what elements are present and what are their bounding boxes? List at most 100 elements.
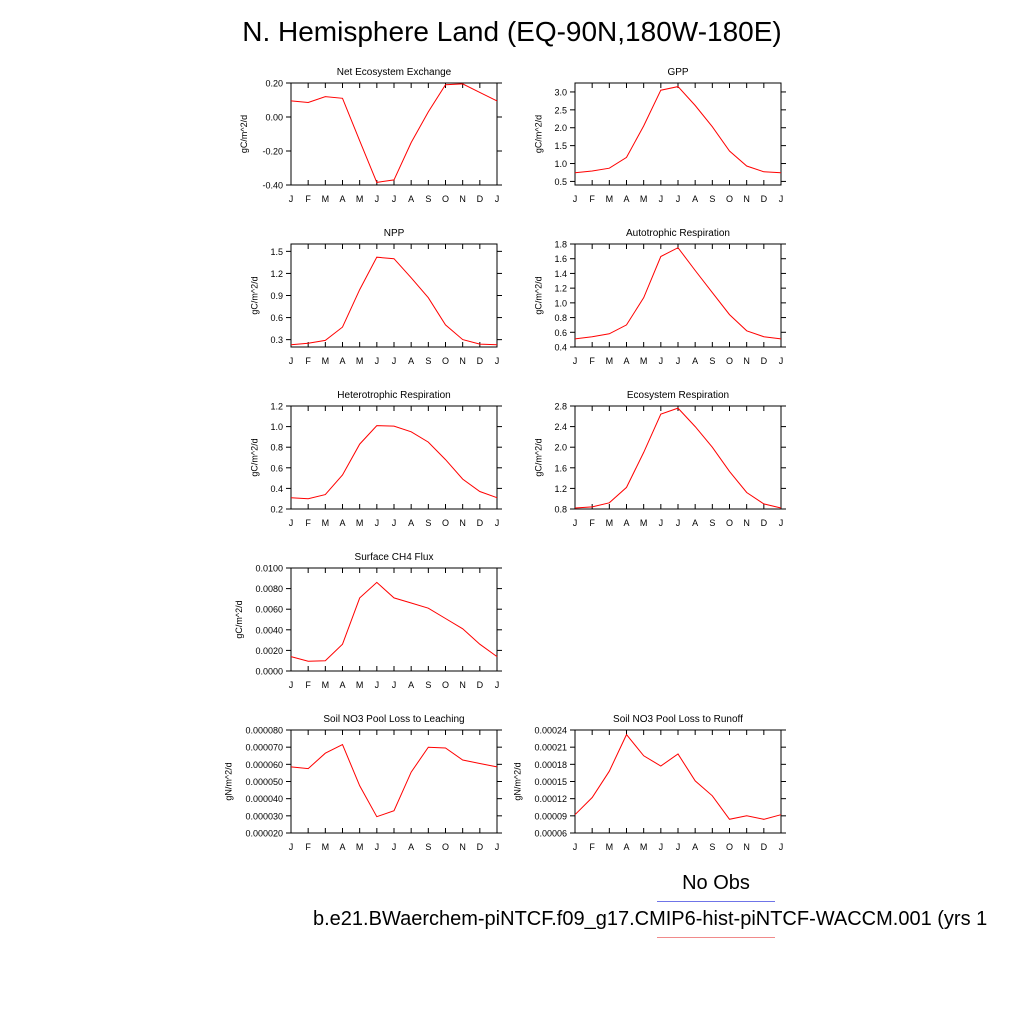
legend-case-label: b.e21.BWaerchem-piNTCF.f09_g17.CMIP6-his… (313, 908, 988, 930)
x-tick-label: J (676, 518, 681, 528)
x-tick-label: J (659, 518, 664, 528)
x-tick-label: A (339, 356, 345, 366)
x-tick-label: S (425, 518, 431, 528)
x-tick-label: J (289, 680, 294, 690)
x-tick-label: J (289, 194, 294, 204)
plot-frame (290, 405, 498, 510)
y-tick-label: 2.4 (554, 422, 567, 432)
x-tick-label: J (676, 356, 681, 366)
y-tick-label: 0.8 (270, 443, 283, 453)
x-tick-label: F (589, 194, 595, 204)
x-tick-label: M (322, 518, 330, 528)
x-tick-label: O (442, 194, 449, 204)
x-tick-label: J (495, 680, 500, 690)
x-tick-label: M (606, 194, 614, 204)
x-tick-label: S (425, 842, 431, 852)
panel-title: Heterotrophic Respiration (337, 390, 450, 401)
x-tick-label: J (779, 842, 784, 852)
x-tick-label: N (743, 842, 750, 852)
x-tick-label: M (640, 194, 648, 204)
x-tick-label: J (659, 842, 664, 852)
series-line (290, 425, 498, 500)
x-tick-label: M (356, 194, 364, 204)
y-tick-label: 0.0020 (255, 646, 283, 656)
x-tick-label: N (459, 194, 466, 204)
y-axis-label: gC/m^2/d (234, 600, 244, 638)
y-tick-label: 0.00024 (534, 726, 567, 736)
y-tick-label: 0.000040 (245, 794, 283, 804)
x-tick-label: M (606, 356, 614, 366)
x-tick-label: M (356, 518, 364, 528)
x-tick-label: A (692, 356, 698, 366)
y-tick-label: 1.5 (554, 141, 567, 151)
x-tick-label: S (709, 518, 715, 528)
x-tick-label: A (408, 680, 414, 690)
x-tick-label: O (726, 518, 733, 528)
y-tick-label: 0.9 (270, 291, 283, 301)
x-tick-label: D (477, 680, 484, 690)
y-tick-label: 1.8 (554, 240, 567, 250)
plot-frame (574, 405, 782, 510)
y-axis-label: gN/m^2/d (223, 762, 233, 800)
x-tick-label: A (339, 194, 345, 204)
x-tick-label: F (305, 194, 311, 204)
y-tick-label: 0.000050 (245, 777, 283, 787)
plot-frame (574, 82, 782, 186)
x-tick-label: F (305, 842, 311, 852)
x-tick-label: A (623, 194, 629, 204)
x-tick-label: N (743, 356, 750, 366)
panel-title: NPP (384, 228, 405, 239)
x-tick-label: A (623, 842, 629, 852)
panel-title: Autotrophic Respiration (626, 228, 730, 239)
y-tick-label: 0.0000 (255, 667, 283, 677)
x-tick-label: N (459, 842, 466, 852)
x-tick-label: A (408, 356, 414, 366)
y-axis-label: gC/m^2/d (239, 115, 249, 153)
x-tick-label: S (709, 356, 715, 366)
y-tick-label: 1.2 (270, 269, 283, 279)
x-tick-label: D (477, 518, 484, 528)
x-tick-label: A (408, 194, 414, 204)
x-tick-label: M (322, 680, 330, 690)
x-tick-label: M (606, 842, 614, 852)
series-line (574, 407, 782, 509)
panel-title: Net Ecosystem Exchange (337, 67, 452, 78)
x-tick-label: M (356, 680, 364, 690)
y-tick-label: 1.6 (554, 463, 567, 473)
x-tick-label: J (779, 356, 784, 366)
y-tick-label: 0.2 (270, 505, 283, 515)
x-tick-label: F (589, 842, 595, 852)
x-tick-label: J (573, 518, 578, 528)
y-tick-label: 1.2 (554, 284, 567, 294)
x-tick-label: J (375, 194, 380, 204)
y-tick-label: 0.00012 (534, 794, 567, 804)
x-tick-label: A (692, 194, 698, 204)
x-tick-label: J (289, 842, 294, 852)
x-tick-label: J (659, 194, 664, 204)
x-tick-label: D (761, 518, 768, 528)
series-line (574, 247, 782, 340)
y-tick-label: 0.000060 (245, 760, 283, 770)
x-tick-label: S (425, 356, 431, 366)
x-tick-label: O (726, 194, 733, 204)
x-tick-label: S (425, 680, 431, 690)
plot-frame (290, 567, 498, 672)
x-tick-label: J (676, 194, 681, 204)
y-tick-label: 2.8 (554, 402, 567, 412)
y-tick-label: 1.2 (554, 484, 567, 494)
x-tick-label: J (392, 680, 397, 690)
plot-frame (290, 729, 498, 834)
y-axis-label: gC/m^2/d (249, 438, 259, 476)
x-tick-label: F (305, 680, 311, 690)
y-tick-label: 1.4 (554, 269, 567, 279)
y-tick-label: 2.0 (554, 443, 567, 453)
y-tick-label: 0.000020 (245, 829, 283, 839)
x-tick-label: J (289, 356, 294, 366)
x-tick-label: J (495, 518, 500, 528)
y-axis-label: gC/m^2/d (533, 276, 543, 314)
y-tick-label: 1.6 (554, 254, 567, 264)
